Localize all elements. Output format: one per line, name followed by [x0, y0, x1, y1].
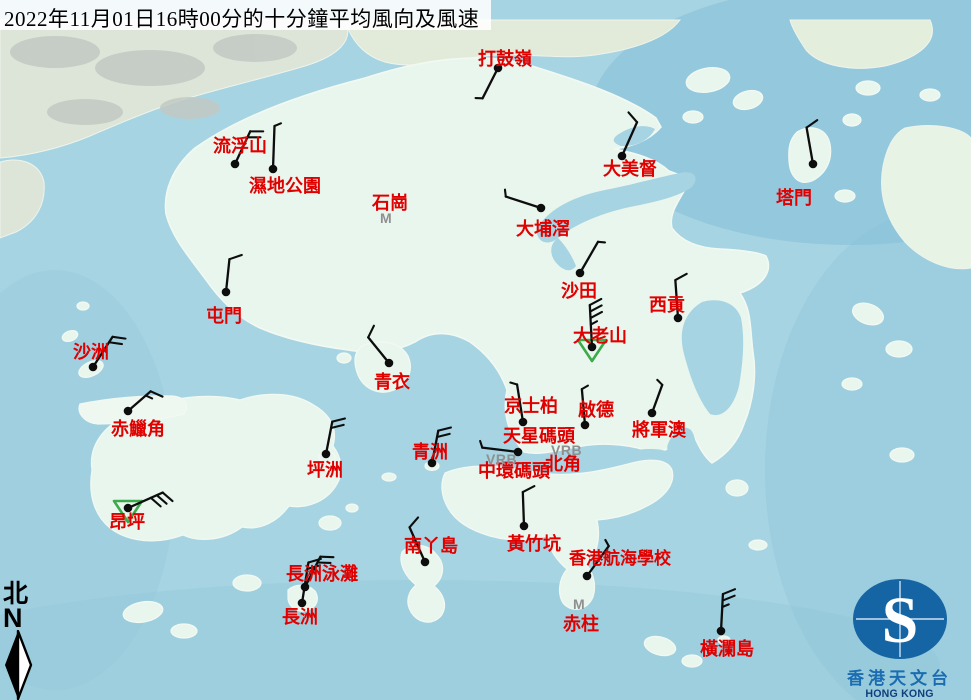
hko-logo-monogram: S — [881, 584, 918, 657]
hko-logo-chinese-name: 香港天文台 — [847, 669, 952, 688]
hko-logo-english-name: HONG KONG OBSERVATORY — [859, 687, 940, 700]
map-title: 2022年11月01日16時00分的十分鐘平均風向及風速 — [0, 0, 492, 31]
hko-logo: S 香港天文台 HONG KONG OBSERVATORY — [828, 576, 971, 700]
new-territories-kowloon — [164, 57, 770, 501]
north-arrow-icon — [5, 629, 33, 700]
north-hanzi-label: 北 — [3, 581, 29, 608]
shenzhen-land — [0, 19, 971, 270]
north-letter-label: N — [3, 603, 23, 633]
hko-logo-icon: S — [852, 579, 947, 659]
inlets — [450, 126, 744, 501]
north-indicator: 北 N — [2, 582, 38, 700]
